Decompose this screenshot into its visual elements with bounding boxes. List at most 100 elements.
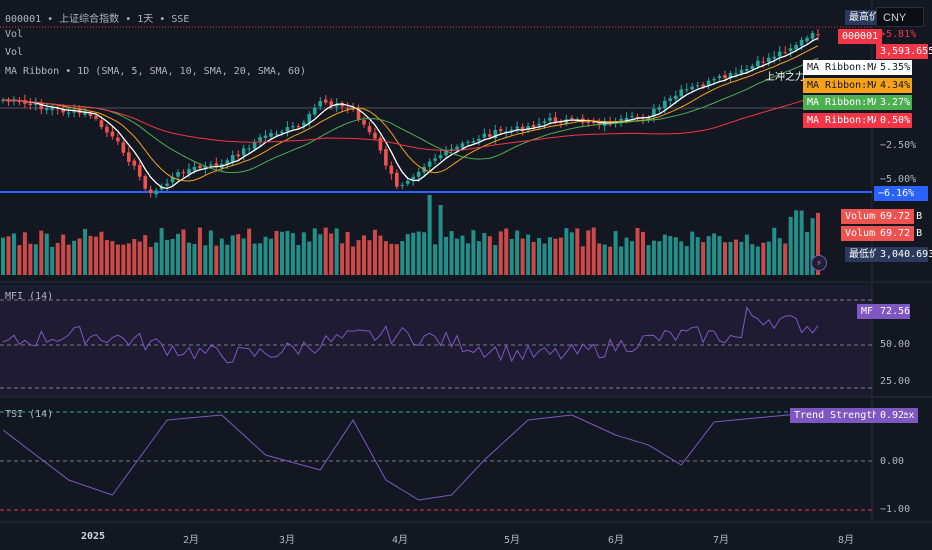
- candle-body: [794, 44, 798, 50]
- volume-bar: [646, 245, 651, 275]
- vol-legend-2[interactable]: Vol: [5, 47, 24, 58]
- volume-bar: [11, 233, 16, 275]
- vol-legend-1[interactable]: Vol: [5, 29, 24, 40]
- candle-body: [466, 141, 470, 143]
- volume-bar: [476, 241, 481, 275]
- candle-body: [285, 127, 290, 132]
- volume-bar: [104, 239, 109, 275]
- candle-body: [99, 120, 104, 128]
- candle-body: [351, 108, 355, 110]
- tsi-legend[interactable]: TSI (14): [5, 409, 54, 420]
- ma-line-1: [2, 37, 819, 190]
- candle-body: [553, 117, 558, 123]
- currency-selector[interactable]: CNY: [876, 7, 924, 27]
- volume-bar: [148, 246, 153, 275]
- candle-body: [526, 126, 530, 130]
- candle-body: [34, 103, 38, 105]
- volume-bar: [657, 241, 662, 275]
- candle-body: [17, 100, 22, 102]
- candle-body: [706, 80, 711, 86]
- candle-body: [723, 75, 727, 79]
- volume-bar: [624, 237, 629, 275]
- candle-body: [154, 190, 158, 195]
- volume-bar: [362, 235, 367, 275]
- candle-body: [55, 108, 60, 110]
- candle-body: [280, 131, 284, 133]
- ma-ribbon-legend[interactable]: MA Ribbon • 1D (SMA, 5, SMA, 10, SMA, 20…: [5, 66, 307, 77]
- volume-bar: [558, 237, 563, 275]
- time-axis-may: 5月: [503, 535, 521, 546]
- candle-body: [395, 172, 399, 187]
- volume-bar: [739, 241, 744, 275]
- candle-body: [334, 103, 339, 107]
- candle-body: [816, 34, 820, 36]
- candle-body: [203, 166, 208, 169]
- candle-body: [684, 89, 689, 91]
- volume-bar: [61, 234, 66, 275]
- volume-bar: [290, 233, 295, 275]
- volume-bar: [783, 243, 788, 275]
- time-axis-feb: 2月: [182, 535, 200, 546]
- candle-body: [105, 126, 109, 133]
- volume-bar: [230, 235, 235, 275]
- volume-bar: [635, 227, 640, 275]
- candle-body: [799, 39, 804, 46]
- candle-body: [438, 155, 443, 159]
- ma-line-4: [2, 95, 819, 152]
- volume-bar: [351, 246, 356, 275]
- volume-bar: [203, 245, 208, 275]
- mfi-band: [0, 300, 872, 388]
- lightning-icon[interactable]: ⚡: [811, 255, 827, 271]
- candle-body: [236, 154, 241, 157]
- ma-tag-value-2: 4.34%: [876, 78, 912, 93]
- time-axis-jul: 7月: [712, 535, 730, 546]
- candle-body: [241, 148, 246, 156]
- volume-bar: [1, 237, 5, 275]
- volume-bar: [482, 232, 487, 275]
- candle-body: [181, 172, 186, 174]
- volume-bar: [93, 236, 98, 275]
- mfi-legend[interactable]: MFI (14): [5, 291, 54, 302]
- ma-ribbon-lines: [2, 37, 819, 190]
- volume-bar: [225, 244, 230, 275]
- candle-body: [586, 121, 591, 123]
- chart-annotation: 上冲之力: [765, 72, 805, 83]
- candle-body: [493, 130, 498, 139]
- candle-body: [198, 165, 202, 169]
- candle-body: [673, 95, 678, 100]
- volume-bar: [110, 241, 115, 275]
- candle-body: [788, 48, 793, 52]
- volume-bar: [197, 227, 202, 275]
- symbol-price-tag: 000001: [838, 29, 883, 44]
- tsi-line: [2, 411, 819, 501]
- volume-bar: [39, 230, 44, 275]
- candle-body: [630, 116, 634, 118]
- candle-body: [121, 142, 126, 153]
- volume-tag-name-1: Volume: [841, 209, 886, 224]
- candle-body: [247, 148, 251, 150]
- volume-bar: [712, 233, 717, 275]
- candle-body: [373, 132, 377, 139]
- volume-bar: [695, 237, 700, 275]
- candle-body: [734, 73, 738, 75]
- ma-line-2: [2, 45, 819, 182]
- volume-bar: [526, 234, 531, 275]
- volume-bar: [690, 231, 695, 275]
- volume-bar: [537, 238, 542, 275]
- volume-bar: [389, 243, 394, 275]
- volume-bar: [55, 242, 60, 275]
- volume-bar: [312, 228, 317, 275]
- candle-body: [230, 154, 235, 162]
- volume-bar: [340, 243, 345, 275]
- candle-body: [772, 56, 777, 59]
- volume-bar: [66, 244, 71, 275]
- volume-bar: [367, 240, 372, 275]
- candle-body: [148, 189, 153, 194]
- tsi-tag-value: 0.92: [876, 408, 904, 423]
- symbol-title[interactable]: 000001 • 上证综合指数 • 1天 • SSE: [5, 14, 190, 25]
- volume-bar: [608, 246, 613, 275]
- candle-body: [761, 61, 766, 63]
- volume-bar: [794, 210, 799, 275]
- volume-bar: [214, 245, 219, 275]
